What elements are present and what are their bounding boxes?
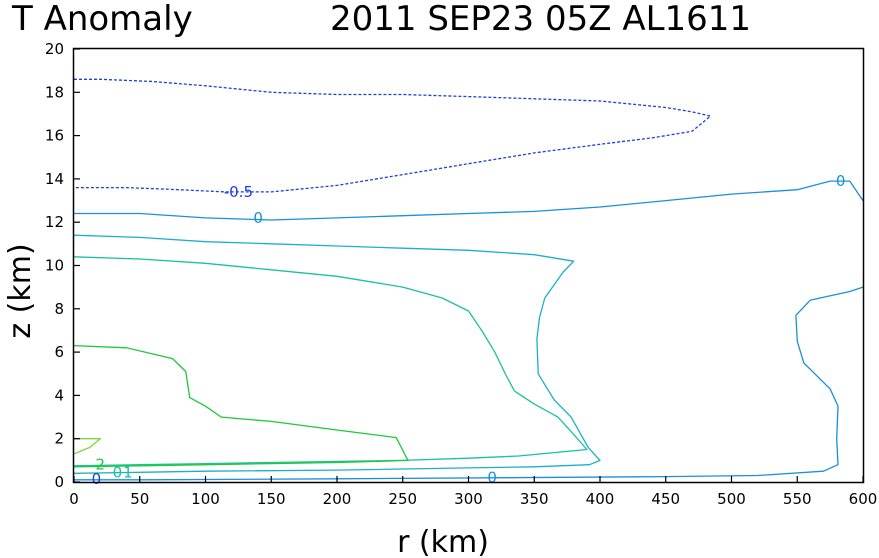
contour-label-2: 0 <box>836 172 846 190</box>
y-axis-ticks: 0 2 4 6 8 10 12 14 16 18 20 <box>45 40 80 491</box>
contour-label-1: 0 <box>253 209 263 227</box>
x-tick-label: 150 <box>257 490 286 508</box>
contour-line-2 <box>74 286 864 481</box>
x-tick-label: 550 <box>783 490 812 508</box>
x-tick-label: 250 <box>388 490 417 508</box>
contour-label-5: 0 <box>113 463 123 481</box>
plot-frame <box>72 47 865 484</box>
x-axis-title: r (km) <box>397 525 489 558</box>
contour-label-3: 0 <box>487 469 497 487</box>
chart-title-right: 2011 SEP23 05Z AL1611 <box>330 0 751 39</box>
x-tick-label: 100 <box>191 490 220 508</box>
y-tick-label: 18 <box>45 83 64 101</box>
y-tick-label: 4 <box>54 386 64 404</box>
y-tick-label: 6 <box>54 343 64 361</box>
x-tick-label: 400 <box>586 490 615 508</box>
x-tick-label: 200 <box>323 490 352 508</box>
contour-line-1 <box>74 180 864 221</box>
contour-line-6 <box>73 438 101 455</box>
contour-line-5 <box>73 344 409 468</box>
contour-line-3 <box>73 234 601 474</box>
y-tick-label: 0 <box>54 473 64 491</box>
y-tick-label: 2 <box>54 430 64 448</box>
contour-label-6: 1 <box>123 463 133 481</box>
y-tick-label: 8 <box>54 300 64 318</box>
y-tick-label: 20 <box>45 40 64 58</box>
y-tick-label: 12 <box>45 213 64 231</box>
contour-lines <box>73 78 864 481</box>
y-axis-title: z (km) <box>3 243 38 338</box>
contour-label-7: 0 <box>92 470 102 488</box>
x-tick-label: 0 <box>69 490 79 508</box>
y-tick-label: 10 <box>45 257 64 275</box>
x-tick-label: 450 <box>651 490 680 508</box>
contour-label-0: -0.5 <box>224 183 253 201</box>
contour-line-4 <box>73 256 588 467</box>
y-tick-label: 16 <box>45 127 64 145</box>
x-tick-label: 600 <box>849 490 878 508</box>
contour-label-4: 2 <box>96 456 106 474</box>
chart-title-left: T Anomaly <box>11 0 193 39</box>
x-tick-label: 350 <box>520 490 549 508</box>
x-tick-label: 50 <box>130 490 149 508</box>
x-axis-ticks: 0 50 100 150 200 250 300 350 400 450 500 550 600 <box>69 476 877 508</box>
y-tick-label: 14 <box>45 170 64 188</box>
contour-line-0 <box>74 78 712 193</box>
x-tick-label: 500 <box>717 490 746 508</box>
x-tick-label: 300 <box>454 490 483 508</box>
